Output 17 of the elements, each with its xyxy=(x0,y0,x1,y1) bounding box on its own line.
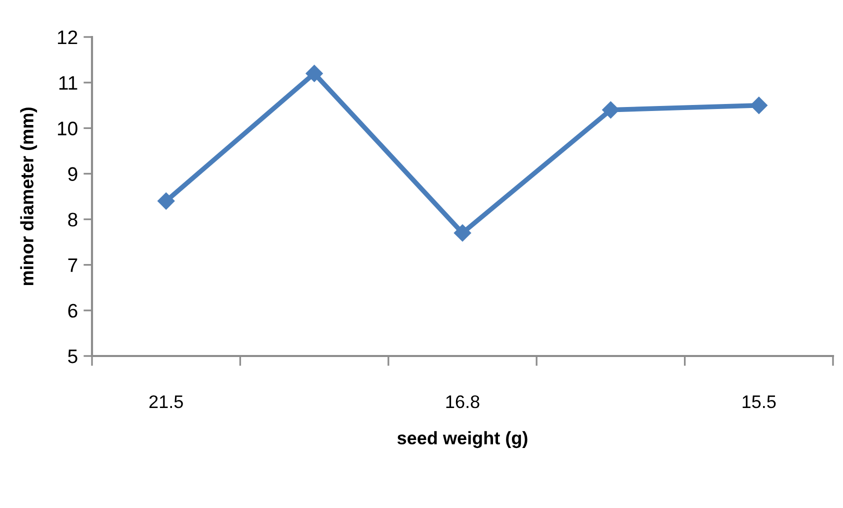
y-axis-title: minor diameter (mm) xyxy=(20,108,38,286)
y-tick-label: 10 xyxy=(58,122,78,136)
y-tick-label: 5 xyxy=(68,350,78,364)
y-tick-label: 12 xyxy=(58,30,78,44)
point xyxy=(750,96,768,114)
x-axis-title: seed weight (g) xyxy=(397,431,528,448)
x-tick-label: 21.5 xyxy=(149,395,183,408)
point xyxy=(157,192,175,210)
y-tick-label: 6 xyxy=(68,304,78,318)
y-tick-label: 8 xyxy=(68,212,78,227)
x-tick-label: 15.5 xyxy=(742,396,776,408)
y-tick-label: 9 xyxy=(68,167,78,181)
point xyxy=(305,64,324,82)
x-tick-label: 16.8 xyxy=(446,395,480,408)
y-tick-label: 11 xyxy=(59,76,78,90)
y-tick-label: 7 xyxy=(68,258,78,272)
point xyxy=(454,224,472,242)
